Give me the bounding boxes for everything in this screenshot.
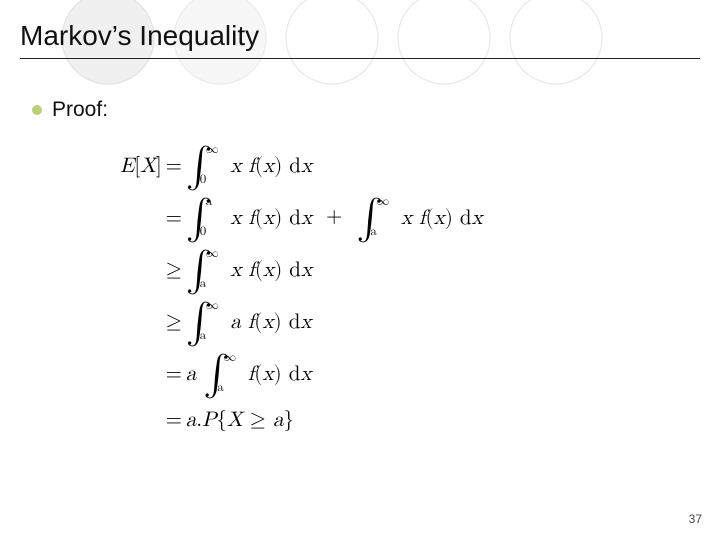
title-region: Markov’s Inequality xyxy=(20,20,700,59)
equation-line: ≥∫∞aa f(x) dx xyxy=(120,296,483,348)
equation-table: E[X]=∫∞0x f(x) dx=∫a0x f(x) dx + ∫∞ax f(… xyxy=(120,140,483,440)
equation-line: =a ∫∞af(x) dx xyxy=(120,348,483,400)
slide: Markov’s Inequality Proof: E[X]=∫∞0x f(x… xyxy=(0,0,720,540)
equation-tbody: E[X]=∫∞0x f(x) dx=∫a0x f(x) dx + ∫∞ax f(… xyxy=(120,140,483,440)
title-divider xyxy=(20,58,700,59)
equation-rhs: ∫a0x f(x) dx + ∫∞ax f(x) dx xyxy=(186,192,483,244)
bullet-row: Proof: xyxy=(32,98,108,122)
equation-line: =∫a0x f(x) dx + ∫∞ax f(x) dx xyxy=(120,192,483,244)
equation-rhs: ∫∞aa f(x) dx xyxy=(186,296,483,348)
equation-relation: = xyxy=(162,140,186,192)
equation-lhs xyxy=(120,244,162,296)
equation-relation: ≥ xyxy=(162,296,186,348)
proof-block: E[X]=∫∞0x f(x) dx=∫a0x f(x) dx + ∫∞ax f(… xyxy=(120,140,483,440)
equation-lhs xyxy=(120,296,162,348)
equation-relation: = xyxy=(162,192,186,244)
equation-line: ≥∫∞ax f(x) dx xyxy=(120,244,483,296)
equation-rhs: ∫∞0x f(x) dx xyxy=(186,140,483,192)
equation-lhs xyxy=(120,348,162,400)
equation-lhs xyxy=(120,192,162,244)
bullet-dot-icon xyxy=(32,105,42,115)
bullet-label: Proof: xyxy=(52,98,108,122)
equation-rhs: a.P{X ≥ a} xyxy=(186,400,483,440)
equation-line: =a.P{X ≥ a} xyxy=(120,400,483,440)
equation-relation: ≥ xyxy=(162,244,186,296)
equation-relation: = xyxy=(162,348,186,400)
page-number: 37 xyxy=(689,512,702,526)
equation-lhs xyxy=(120,400,162,440)
equation-lhs: E[X] xyxy=(120,140,162,192)
equation-rhs: ∫∞ax f(x) dx xyxy=(186,244,483,296)
page-title: Markov’s Inequality xyxy=(20,20,700,52)
equation-rhs: a ∫∞af(x) dx xyxy=(186,348,483,400)
equation-line: E[X]=∫∞0x f(x) dx xyxy=(120,140,483,192)
equation-relation: = xyxy=(162,400,186,440)
